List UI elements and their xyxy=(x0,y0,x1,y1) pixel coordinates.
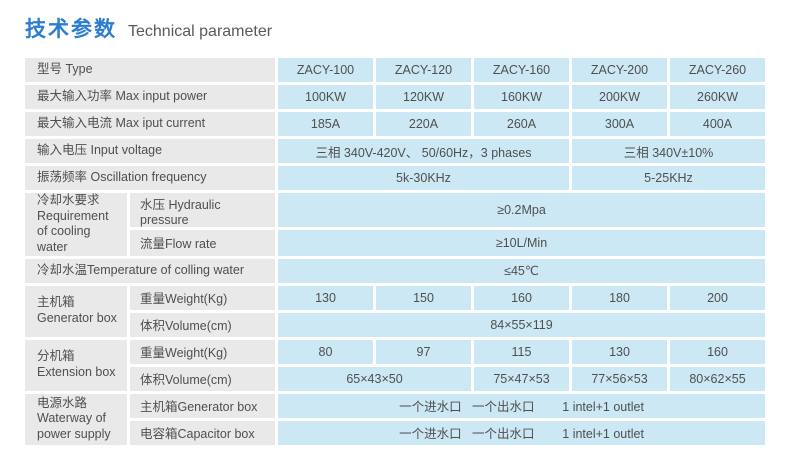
label-generator-box-group: 主机箱 Generator box xyxy=(25,285,127,337)
water-temp-value: ≤45℃ xyxy=(278,258,765,283)
label-oscillation-frequency: 振荡频率 Oscillation frequency xyxy=(25,166,275,190)
row-max-input-power: 最大输入功率 Max input power 100KW 120KW 160KW… xyxy=(25,85,765,109)
current-value: 260A xyxy=(474,112,569,136)
row-oscillation-frequency: 振荡频率 Oscillation frequency 5k-30KHz 5-25… xyxy=(25,166,765,190)
label-generator-volume: 体积Volume(cm) xyxy=(130,312,275,337)
spec-table: 型号 Type ZACY-100 ZACY-120 ZACY-160 ZACY-… xyxy=(22,55,768,448)
power-value: 260KW xyxy=(670,85,765,109)
waterway-capacitor-value: 一个进水口 一个出水口 1 intel+1 outlet xyxy=(278,420,765,445)
page-title-en: Technical parameter xyxy=(128,23,273,40)
row-generator-volume: 体积Volume(cm) 84×55×119 xyxy=(25,312,765,337)
label-waterway-capacitor: 电容箱Capacitor box xyxy=(130,420,275,445)
label-input-voltage: 输入电压 Input voltage xyxy=(25,139,275,163)
extension-weight-value: 97 xyxy=(376,339,471,364)
power-value: 120KW xyxy=(376,85,471,109)
row-model: 型号 Type ZACY-100 ZACY-120 ZACY-160 ZACY-… xyxy=(25,58,765,82)
row-input-voltage: 输入电压 Input voltage 三相 340V-420V、 50/60Hz… xyxy=(25,139,765,163)
generator-weight-value: 200 xyxy=(670,285,765,310)
label-waterway-generator: 主机箱Generator box xyxy=(130,393,275,418)
model-value: ZACY-200 xyxy=(572,58,667,82)
label-max-input-current: 最大输入电流 Max iput current xyxy=(25,112,275,136)
row-hydraulic-pressure: 冷却水要求 Requirement of cooling water 水压 Hy… xyxy=(25,193,765,256)
row-waterway-generator: 电源水路 Waterway of power supply 主机箱Generat… xyxy=(25,393,765,445)
page-title-zh: 技术参数 xyxy=(25,18,117,41)
label-extension-box-group: 分机箱 Extension box xyxy=(25,339,127,391)
label-cooling-water-group: 冷却水要求 Requirement of cooling water xyxy=(25,193,127,256)
current-value: 400A xyxy=(670,112,765,136)
frequency-value-left: 5k-30KHz xyxy=(278,166,569,190)
extension-volume-value: 65×43×50 xyxy=(278,366,471,391)
model-value: ZACY-260 xyxy=(670,58,765,82)
label-extension-volume: 体积Volume(cm) xyxy=(130,366,275,391)
row-flow-rate: 流量Flow rate ≥10L/Min xyxy=(25,230,765,256)
row-extension-volume: 体积Volume(cm) 65×43×50 75×47×53 77×56×53 … xyxy=(25,366,765,391)
power-value: 160KW xyxy=(474,85,569,109)
extension-weight-value: 115 xyxy=(474,339,569,364)
label-flow-rate: 流量Flow rate xyxy=(130,230,275,256)
pressure-value: ≥0.2Mpa xyxy=(278,193,765,228)
generator-weight-value: 130 xyxy=(278,285,373,310)
row-water-temperature: 冷却水温Temperature of colling water ≤45℃ xyxy=(25,258,765,283)
row-extension-weight: 分机箱 Extension box 重量Weight(Kg) 80 97 115… xyxy=(25,339,765,391)
current-value: 220A xyxy=(376,112,471,136)
model-value: ZACY-160 xyxy=(474,58,569,82)
label-extension-weight: 重量Weight(Kg) xyxy=(130,339,275,364)
generator-weight-value: 150 xyxy=(376,285,471,310)
waterway-generator-value: 一个进水口 一个出水口 1 intel+1 outlet xyxy=(278,393,765,418)
generator-weight-value: 180 xyxy=(572,285,667,310)
generator-volume-value: 84×55×119 xyxy=(278,312,765,337)
power-value: 100KW xyxy=(278,85,373,109)
extension-weight-value: 130 xyxy=(572,339,667,364)
current-value: 300A xyxy=(572,112,667,136)
page-title: 技术参数 Technical parameter xyxy=(25,13,272,43)
extension-volume-value: 75×47×53 xyxy=(474,366,569,391)
extension-volume-value: 80×62×55 xyxy=(670,366,765,391)
model-value: ZACY-120 xyxy=(376,58,471,82)
power-value: 200KW xyxy=(572,85,667,109)
flow-value: ≥10L/Min xyxy=(278,230,765,256)
label-max-input-power: 最大输入功率 Max input power xyxy=(25,85,275,109)
model-value: ZACY-100 xyxy=(278,58,373,82)
extension-weight-value: 160 xyxy=(670,339,765,364)
label-model: 型号 Type xyxy=(25,58,275,82)
row-generator-weight: 主机箱 Generator box 重量Weight(Kg) 130 150 1… xyxy=(25,285,765,337)
label-hydraulic-pressure: 水压 Hydraulic pressure xyxy=(130,193,275,228)
extension-weight-value: 80 xyxy=(278,339,373,364)
frequency-value-right: 5-25KHz xyxy=(572,166,765,190)
label-generator-weight: 重量Weight(Kg) xyxy=(130,285,275,310)
generator-weight-value: 160 xyxy=(474,285,569,310)
label-waterway-group: 电源水路 Waterway of power supply xyxy=(25,393,127,445)
current-value: 185A xyxy=(278,112,373,136)
voltage-value-left: 三相 340V-420V、 50/60Hz，3 phases xyxy=(278,139,569,163)
row-max-input-current: 最大输入电流 Max iput current 185A 220A 260A 3… xyxy=(25,112,765,136)
row-waterway-capacitor: 电容箱Capacitor box 一个进水口 一个出水口 1 intel+1 o… xyxy=(25,420,765,445)
label-water-temperature: 冷却水温Temperature of colling water xyxy=(25,258,275,283)
extension-volume-value: 77×56×53 xyxy=(572,366,667,391)
voltage-value-right: 三相 340V±10% xyxy=(572,139,765,163)
